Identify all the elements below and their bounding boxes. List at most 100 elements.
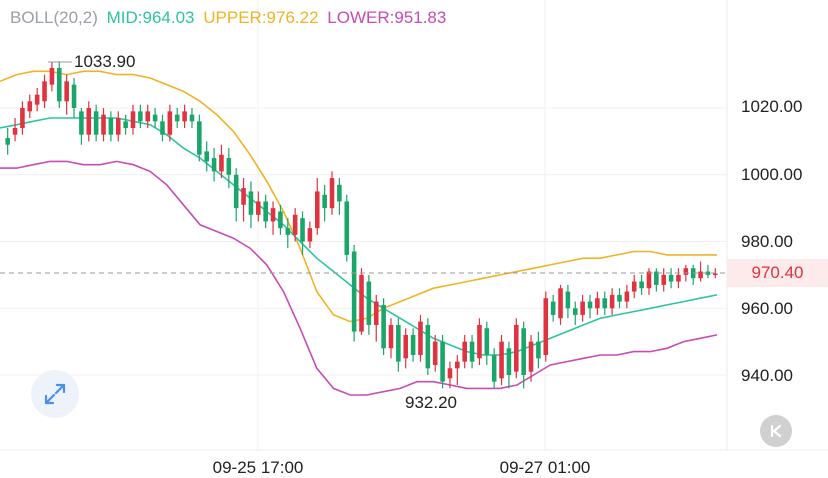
candle-body [123, 121, 128, 129]
candle [477, 318, 482, 365]
candle-body [388, 324, 394, 349]
candle [138, 104, 143, 129]
candle-body [108, 118, 114, 135]
candle-body [506, 348, 512, 375]
candle [381, 298, 386, 355]
candle [602, 291, 608, 315]
candle-body [42, 81, 47, 102]
candle-body [661, 274, 667, 285]
candle [351, 244, 357, 342]
candle-body [528, 341, 534, 372]
candle [278, 204, 283, 235]
candle-body [300, 218, 305, 242]
candle-body [639, 281, 644, 289]
candle-body [617, 294, 622, 302]
candle [263, 194, 268, 229]
candle-body [536, 341, 541, 359]
candle-body [565, 291, 571, 309]
candle-body [713, 273, 718, 276]
candle [12, 118, 18, 142]
candle [514, 318, 519, 379]
candle [314, 178, 320, 235]
candle [366, 274, 372, 335]
candle-body [447, 368, 453, 379]
candle [521, 321, 526, 389]
candle-body [521, 328, 526, 375]
candle [322, 184, 327, 222]
candle-body [211, 158, 217, 172]
candle-body [130, 111, 136, 129]
upper-band-line [0, 70, 717, 323]
candle-body [329, 178, 335, 209]
candle-body [403, 334, 409, 359]
legend-mid: MID:964.03 [106, 8, 195, 27]
candles [5, 61, 718, 389]
candle-body [337, 184, 342, 202]
candle-body [668, 274, 674, 282]
candle [42, 74, 47, 108]
boll-legend: BOLL(20,2) MID:964.03 UPPER:976.22 LOWER… [10, 8, 450, 28]
scroll-to-start-button[interactable] [760, 415, 792, 447]
candle [71, 77, 77, 119]
candle-body [34, 94, 40, 105]
candle-body [86, 108, 92, 135]
candle-body [226, 158, 232, 175]
candle [617, 288, 622, 309]
candle [108, 111, 114, 142]
candle-body [491, 354, 497, 382]
candle [447, 361, 453, 389]
candle [145, 104, 151, 129]
candle-body [373, 301, 379, 325]
candle-body [469, 341, 475, 362]
candle [86, 101, 92, 142]
candle-body [79, 111, 84, 135]
candle [388, 318, 394, 359]
candle [440, 334, 445, 389]
candle [491, 348, 497, 389]
candle-body [410, 334, 416, 355]
candle [631, 274, 637, 299]
candle-body [499, 341, 504, 379]
candle [572, 301, 578, 325]
candle [101, 108, 106, 142]
candle-body [241, 188, 246, 205]
candle-body [418, 321, 423, 355]
high-annotation: 1033.90 [74, 52, 136, 71]
candle-body [182, 111, 187, 122]
candle-body [307, 228, 313, 242]
candle [233, 168, 239, 222]
candle-body [20, 108, 25, 129]
candle-body [484, 328, 490, 355]
candle-body [705, 271, 711, 275]
candle [550, 294, 556, 322]
candle-body [698, 271, 703, 279]
candle [580, 294, 585, 322]
candle [536, 331, 541, 369]
candle-body [270, 208, 276, 222]
candle-body [71, 84, 77, 108]
candle [285, 218, 291, 249]
candle-body [550, 301, 556, 315]
candle-body [263, 201, 268, 222]
candle-body [292, 214, 298, 235]
candle-body [366, 281, 372, 325]
candle-body [160, 121, 165, 135]
candle [300, 211, 305, 255]
candle [499, 334, 504, 386]
candle [558, 284, 563, 325]
candle-body [145, 111, 151, 122]
candle-body [314, 191, 320, 229]
candle [197, 114, 202, 162]
candle [56, 61, 62, 108]
candle-body [197, 121, 202, 155]
candle-body [322, 194, 327, 209]
candle [160, 114, 165, 142]
candle-body [351, 251, 357, 332]
expand-chart-button[interactable] [31, 370, 79, 418]
candle-body [189, 114, 195, 122]
y-axis-label: 960.00 [741, 299, 793, 318]
candle [646, 268, 652, 295]
legend-name: BOLL(20,2) [10, 8, 98, 27]
candle-body [12, 128, 18, 135]
